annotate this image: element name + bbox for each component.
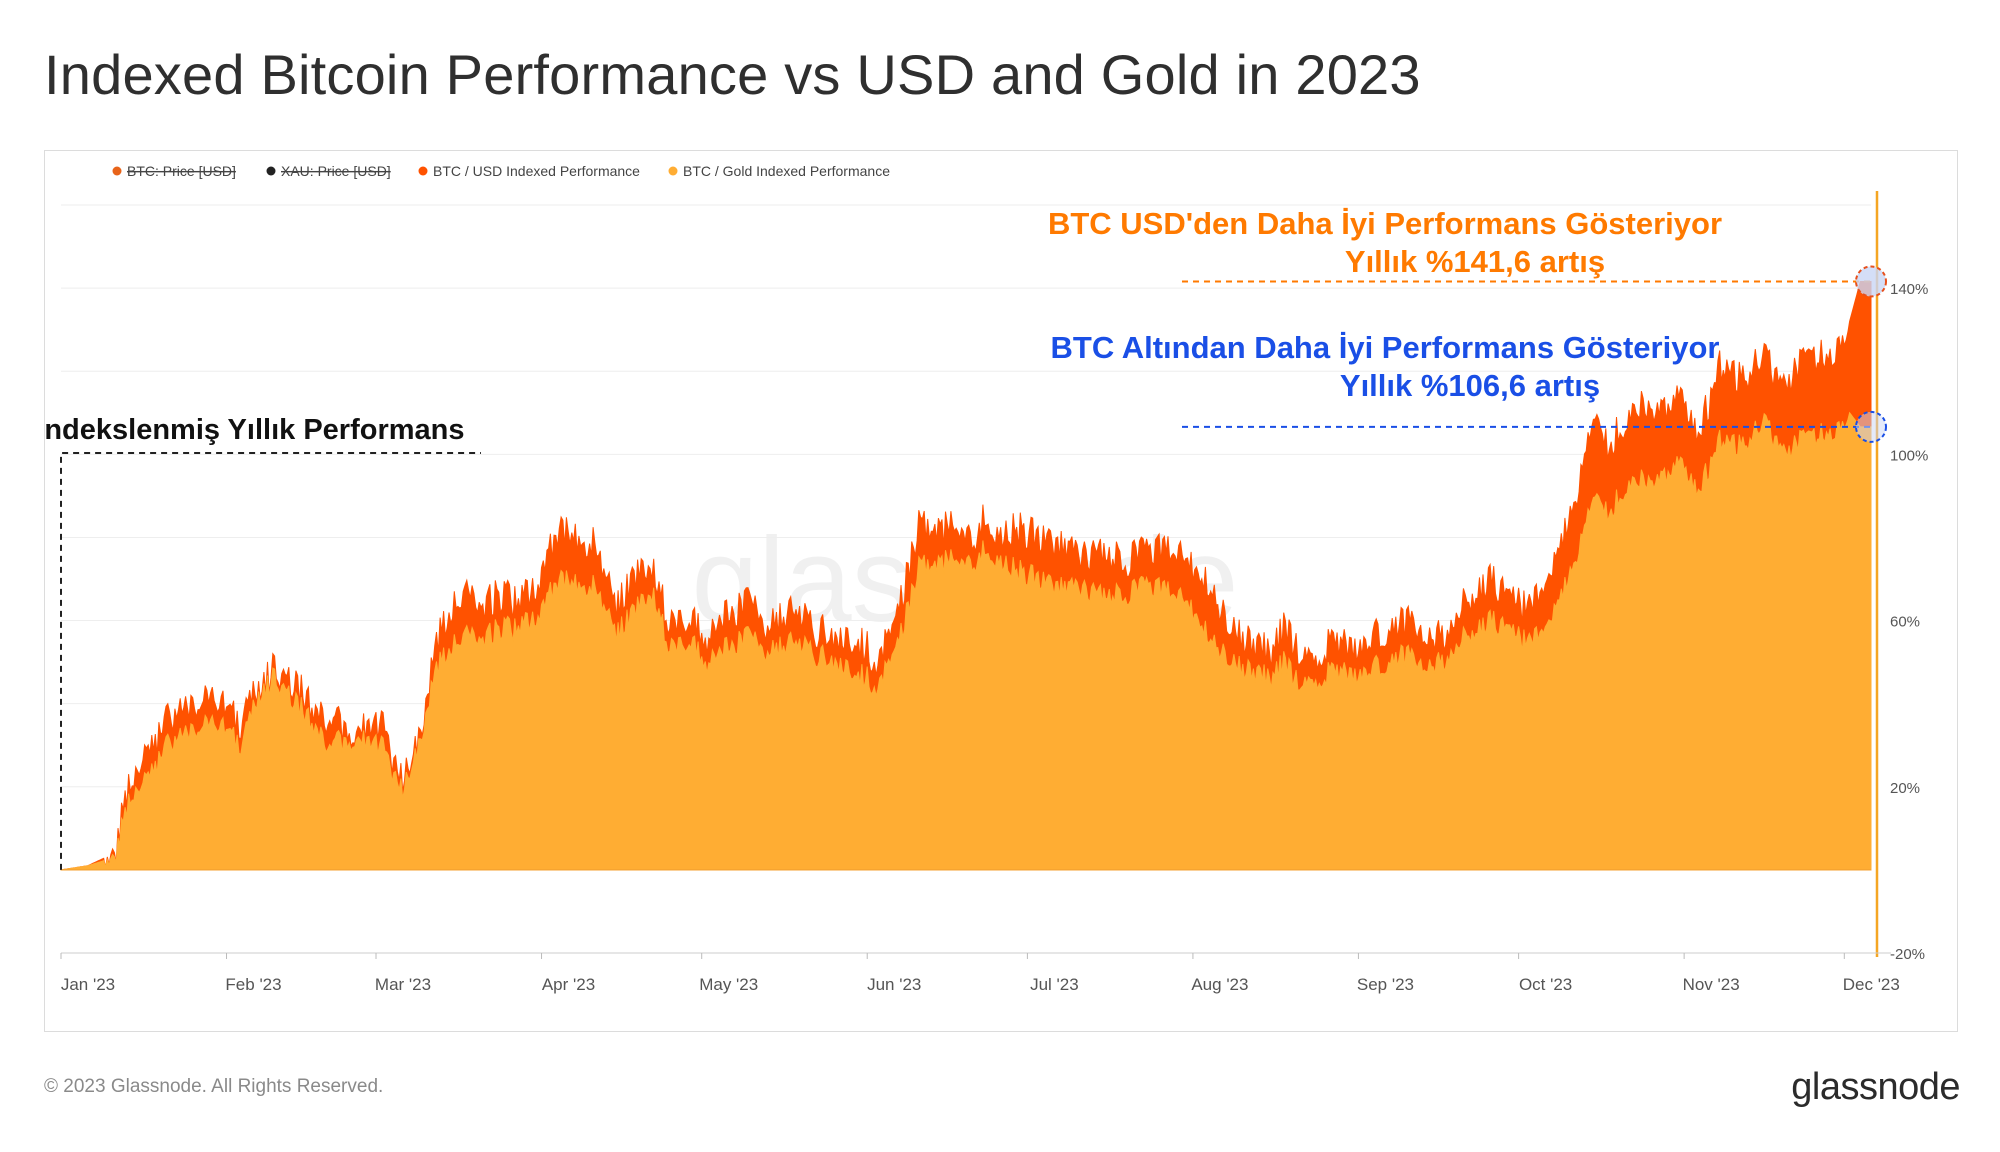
indexed-bracket — [60, 452, 481, 870]
legend-marker — [266, 166, 276, 176]
indexed-performance-label: Endekslenmiş Yıllık Performans — [45, 414, 465, 446]
legend-label[interactable]: BTC / Gold Indexed Performance — [683, 163, 890, 179]
copyright-notice: © 2023 Glassnode. All Rights Reserved. — [44, 1076, 384, 1097]
series-area-btc-gold — [60, 411, 1872, 871]
x-tick-label: Oct '23 — [1519, 975, 1572, 994]
x-tick-label: Dec '23 — [1843, 975, 1900, 994]
x-tick-label: Jul '23 — [1030, 975, 1079, 994]
x-tick-label: Nov '23 — [1683, 975, 1740, 994]
x-tick-label: Jan '23 — [61, 975, 115, 994]
gold-endpoint-marker — [1855, 410, 1887, 443]
y-tick-label: 140% — [1890, 281, 1928, 298]
gold-annotation-title: BTC Altından Daha İyi Performans Gösteri… — [1051, 330, 1720, 365]
y-tick-label: 60% — [1890, 614, 1920, 631]
y-tick-label: -20% — [1890, 946, 1925, 963]
legend-label[interactable]: BTC: Price [USD] — [127, 163, 236, 179]
page-title: Indexed Bitcoin Performance vs USD and G… — [44, 43, 1421, 106]
x-tick-label: Jun '23 — [867, 975, 921, 994]
x-tick-label: May '23 — [699, 975, 758, 994]
usd-annotation-title: BTC USD'den Daha İyi Performans Gösteriy… — [1048, 206, 1722, 241]
legend-marker — [668, 166, 678, 176]
glassnode-logo[interactable]: glassnode — [1791, 1066, 1960, 1108]
legend-label[interactable]: XAU: Price [USD] — [281, 163, 391, 179]
x-tick-label: Apr '23 — [542, 975, 595, 994]
x-tick-label: Aug '23 — [1191, 975, 1248, 994]
y-tick-label: 100% — [1890, 447, 1928, 464]
usd-annotation-value: Yıllık %141,6 artış — [1345, 244, 1605, 279]
y-tick-label: 20% — [1890, 780, 1920, 797]
x-tick-label: Mar '23 — [375, 975, 431, 994]
gold-annotation-value: Yıllık %106,6 artış — [1340, 368, 1600, 403]
usd-endpoint-marker — [1855, 265, 1887, 298]
legend-label[interactable]: BTC / USD Indexed Performance — [433, 163, 640, 179]
legend-marker — [112, 166, 122, 176]
x-tick-label: Feb '23 — [225, 975, 281, 994]
legend-marker — [418, 166, 428, 176]
x-tick-label: Sep '23 — [1357, 975, 1414, 994]
